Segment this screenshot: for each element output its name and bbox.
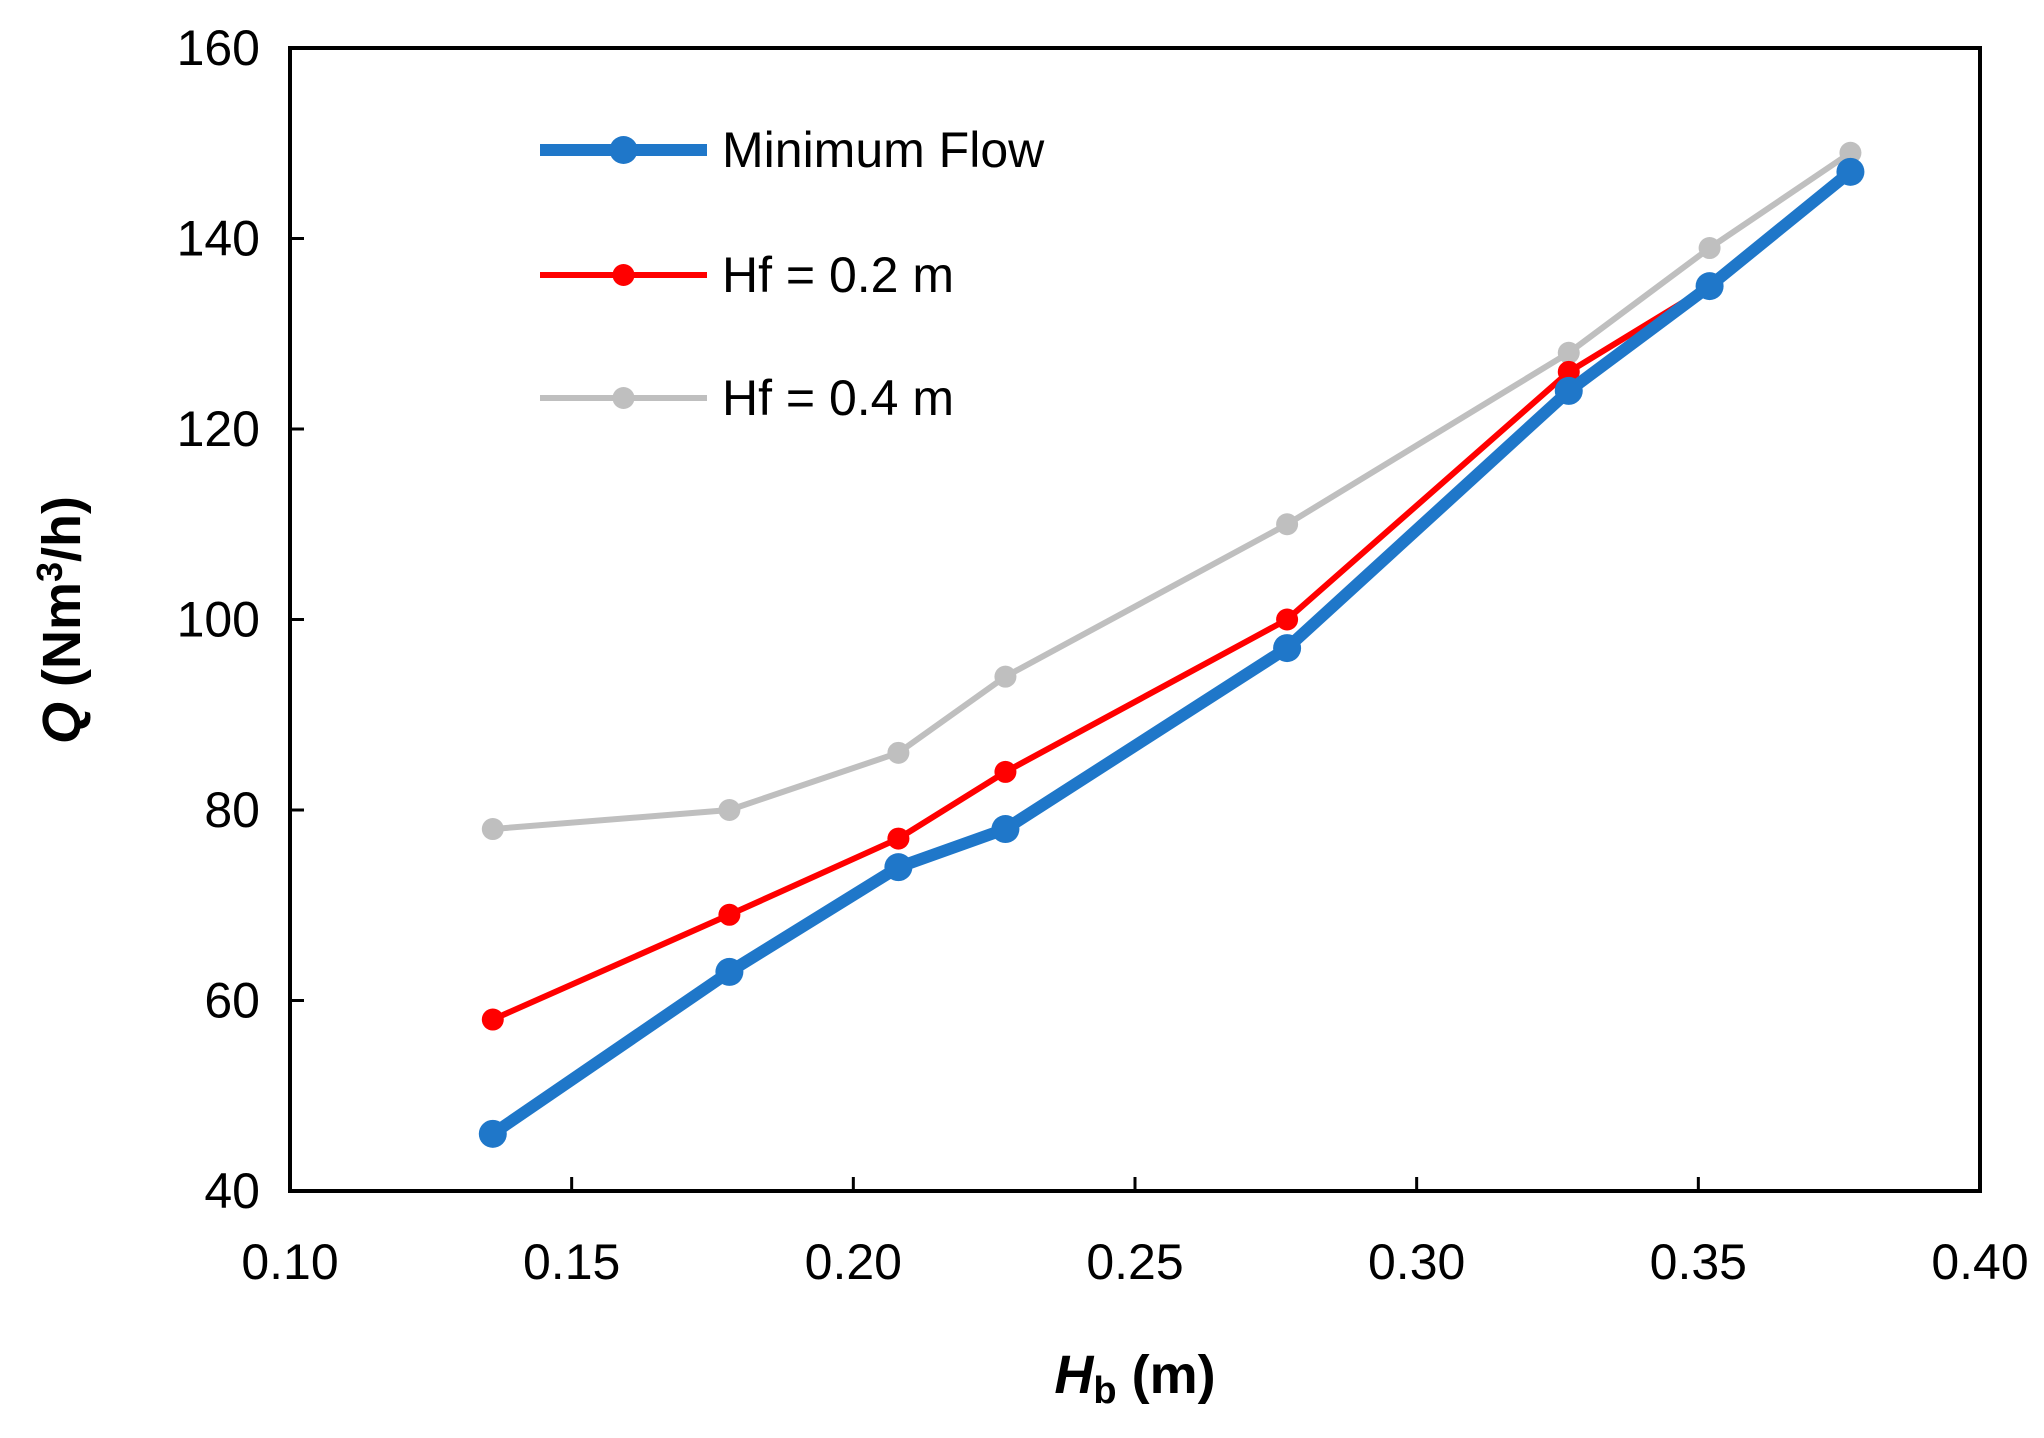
legend-item: Minimum Flow	[540, 122, 1045, 178]
data-point	[1695, 272, 1724, 301]
legend: Minimum Flow Hf = 0.2 m Hf = 0.4 m	[540, 122, 1045, 426]
series-group	[478, 141, 1865, 1148]
series-1	[481, 275, 1721, 1031]
x-tick-label: 0.20	[805, 1234, 902, 1290]
plot-area-frame	[288, 46, 1982, 1193]
series-line	[489, 149, 1854, 832]
data-point	[718, 903, 741, 926]
legend-item: Hf = 0.4 m	[540, 370, 954, 426]
x-tick-label: 0.40	[1931, 1234, 2028, 1290]
data-point	[478, 1119, 507, 1148]
data-point	[884, 853, 913, 882]
x-tick-label: 0.10	[241, 1234, 338, 1290]
data-point	[715, 957, 744, 986]
y-axis-title: Q (Nm3/h)	[29, 496, 92, 744]
data-point	[994, 665, 1017, 688]
data-point	[887, 827, 910, 850]
data-point	[1273, 634, 1302, 663]
data-point	[994, 760, 1017, 783]
legend-swatch-marker	[612, 264, 635, 286]
data-point	[1698, 237, 1721, 260]
data-point	[718, 799, 741, 821]
series-line	[486, 165, 1857, 1140]
legend-item: Hf = 0.2 m	[540, 247, 954, 303]
data-point	[1276, 608, 1299, 631]
data-point	[1836, 157, 1865, 186]
legend-swatch-marker	[609, 136, 638, 164]
y-tick-label: 160	[177, 20, 260, 76]
data-point	[1839, 141, 1862, 164]
x-tick-label: 0.30	[1368, 1234, 1465, 1290]
x-tick-label: 0.25	[1086, 1234, 1183, 1290]
series-0	[478, 157, 1865, 1148]
x-tick-label: 0.35	[1650, 1234, 1747, 1290]
data-point	[1276, 513, 1299, 536]
y-tick-label: 100	[177, 592, 260, 648]
data-point	[887, 741, 910, 764]
legend-swatch-marker	[612, 387, 635, 409]
axis-ticks: 0.10 0.15 0.20 0.25 0.30 0.35 0.40 40 60 80 100 120…	[177, 20, 2029, 1290]
y-tick-label: 40	[204, 1163, 260, 1219]
data-point	[991, 815, 1020, 844]
y-tick-label: 80	[204, 782, 260, 838]
y-tick-label: 140	[177, 211, 260, 267]
series-2	[481, 141, 1862, 841]
y-tick-label: 60	[204, 973, 260, 1029]
data-point	[481, 1008, 504, 1031]
legend-label: Minimum Flow	[722, 122, 1045, 178]
legend-label: Hf = 0.4 m	[722, 370, 954, 426]
legend-label: Hf = 0.2 m	[722, 247, 954, 303]
data-point	[1557, 360, 1580, 383]
data-point	[481, 818, 504, 841]
data-point	[1557, 341, 1580, 364]
y-tick-label: 120	[177, 401, 260, 457]
data-point	[1554, 376, 1583, 405]
x-axis-title: Hb (m)	[1054, 1345, 1215, 1412]
x-tick-label: 0.15	[523, 1234, 620, 1290]
